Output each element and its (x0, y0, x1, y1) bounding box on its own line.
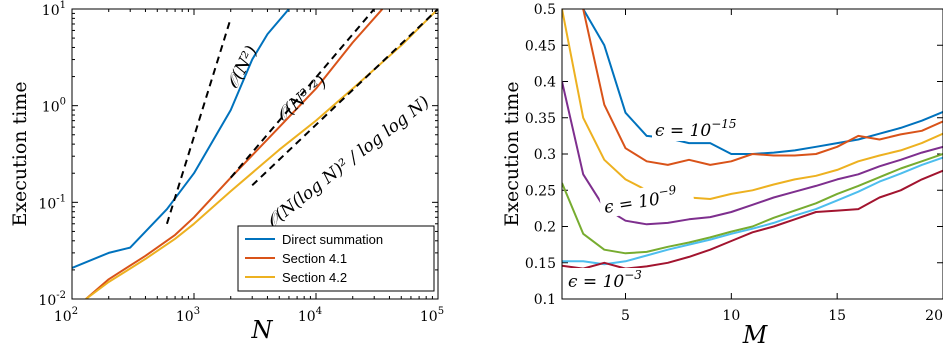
left-x-axis-label: N (251, 316, 274, 344)
right-y-tick-label: 0.2 (534, 220, 556, 236)
left-x-tick-label: 102 (54, 306, 78, 325)
legend-label-direct: Direct summation (282, 232, 383, 247)
annotation-eps-3: ϵ = 10−3 (565, 268, 653, 292)
right-y-tick-label: 0.3 (534, 147, 556, 163)
right-x-tick-label: 10 (722, 308, 740, 324)
right-y-tick-label: 0.1 (534, 292, 556, 308)
right-y-tick-label: 0.45 (525, 38, 556, 54)
right-y-tick-label: 0.4 (534, 75, 556, 91)
right-series-group (562, 9, 943, 270)
legend: Direct summation Section 4.1 Section 4.2 (237, 225, 435, 292)
epsilon-series-line-4 (562, 81, 943, 226)
right-y-tick-label: 0.35 (525, 111, 556, 127)
epsilon-series-line-1 (582, 9, 943, 155)
right-y-tick-label: 0.5 (534, 2, 556, 18)
left-y-tick-label: 10-1 (38, 193, 66, 212)
reference-line-nlog (251, 9, 438, 187)
left-y-axis-label: Execution time (9, 81, 31, 226)
reference-line-n2 (165, 18, 232, 225)
left-chart: 102 103 104 105 10-2 10-1 100 101 Execution tim… (9, 0, 444, 344)
right-x-tick-label: 5 (621, 308, 630, 324)
epsilon-series-line-6 (562, 156, 943, 266)
left-x-tick-label: 105 (420, 306, 444, 325)
left-reference-lines (165, 9, 438, 225)
right-chart: 5 10 15 20 0.1 0.15 0.2 0.25 0.3 0.35 0.4 0.45 0.5 E… (501, 2, 943, 349)
annotation-eps-15: ϵ = 10−15 (652, 117, 754, 141)
right-x-tick-label: 20 (925, 308, 943, 324)
left-x-tick-label: 103 (176, 306, 200, 325)
right-y-tick-label: 0.25 (525, 183, 556, 199)
annotation-eps-3-text: ϵ = 10−3 (568, 268, 642, 292)
left-y-tick-label: 100 (42, 97, 66, 116)
annotation-eps-3-bg (565, 268, 653, 292)
right-x-tick-label: 15 (828, 308, 846, 324)
legend-label-s41: Section 4.1 (282, 251, 347, 266)
annotation-eps-15-text: ϵ = 10−15 (655, 117, 737, 141)
right-x-axis-label: M (742, 321, 769, 349)
left-tick-labels: 102 103 104 105 10-2 10-1 100 101 (38, 0, 444, 325)
right-plot-frame (561, 8, 943, 300)
left-x-tick-label: 104 (298, 306, 322, 325)
epsilon-series-line-5 (562, 153, 943, 255)
legend-label-s42: Section 4.2 (282, 270, 347, 285)
ref-label-n2: 𝒪(N²) (223, 43, 262, 93)
left-y-tick-label: 10-2 (38, 290, 66, 309)
annotation-eps-9-bg (599, 180, 695, 219)
reference-line-n32 (229, 9, 375, 179)
left-y-tick-label: 101 (42, 0, 66, 19)
series-line-section-4-1 (85, 9, 384, 299)
epsilon-series-line-3 (562, 9, 943, 202)
epsilon-series-line-2 (582, 9, 943, 166)
right-y-tick-label: 0.15 (525, 256, 556, 272)
right-tick-labels: 5 10 15 20 0.1 0.15 0.2 0.25 0.3 0.35 0.4 0.45 0.5 (525, 2, 943, 324)
annotation-eps-9: ϵ = 10−9 (599, 180, 695, 219)
right-y-axis-label: Execution time (501, 81, 523, 226)
left-plot-frame (71, 8, 439, 300)
epsilon-series-line-7 (562, 169, 943, 270)
annotation-eps-15-bg (652, 117, 754, 141)
series-line-direct-summation (72, 9, 290, 269)
